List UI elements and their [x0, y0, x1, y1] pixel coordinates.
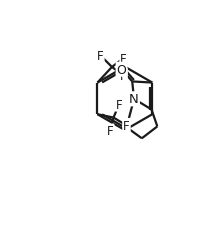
Text: F: F	[123, 119, 130, 132]
Text: F: F	[116, 98, 122, 111]
Text: F: F	[120, 70, 127, 83]
Text: O: O	[117, 63, 126, 76]
Text: F: F	[120, 52, 127, 65]
Text: F: F	[97, 50, 104, 63]
Text: F: F	[107, 125, 114, 138]
Text: N: N	[129, 93, 139, 106]
